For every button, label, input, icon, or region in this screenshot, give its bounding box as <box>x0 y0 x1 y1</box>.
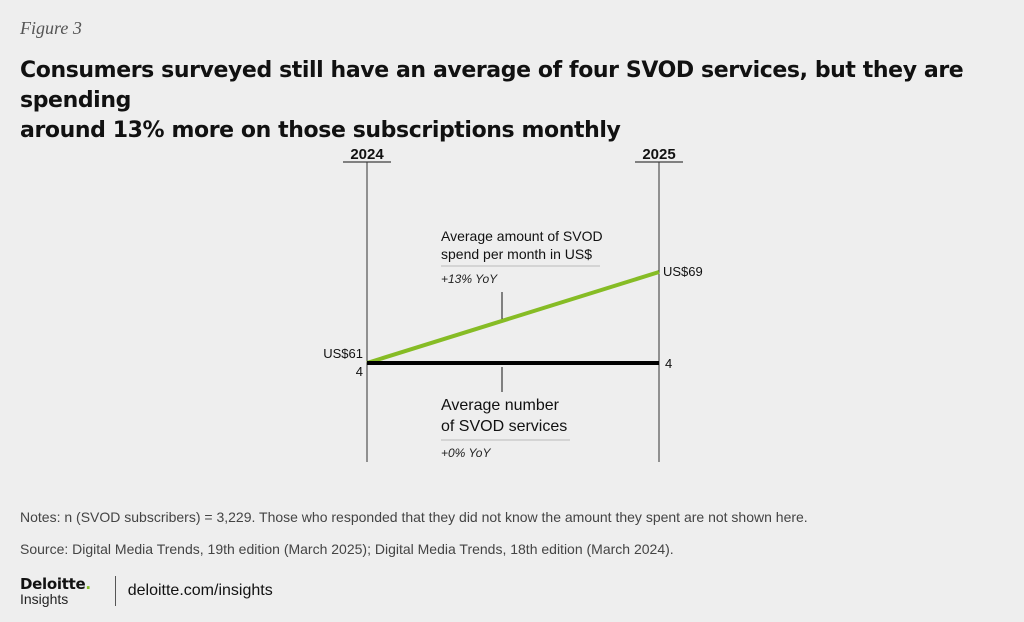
spend-annotation-line-2: spend per month in US$ <box>441 246 592 262</box>
year-label-2024: 2024 <box>350 146 384 163</box>
count-annotation-line-2: of SVOD services <box>441 418 567 435</box>
source-text: Source: Digital Media Trends, 19th editi… <box>20 541 674 557</box>
slope-chart: 2024 2025 US$61 4 US$69 4 Average amount of S… <box>323 146 703 462</box>
logo-name: Deloitte <box>20 574 86 593</box>
chart-title-line-1: Consumers surveyed still have an average… <box>20 58 964 113</box>
value-label-spend-2024: US$61 <box>323 346 363 361</box>
count-change-label: +0% YoY <box>441 446 491 460</box>
value-label-count-2024: 4 <box>356 364 363 379</box>
deloitte-insights-logo: Deloitte. Insights <box>20 574 91 607</box>
figure-label: Figure 3 <box>20 18 82 38</box>
spend-annotation-line-1: Average amount of SVOD <box>441 228 603 244</box>
notes-text: Notes: n (SVOD subscribers) = 3,229. Tho… <box>20 509 808 525</box>
series-line-svod-spend <box>366 270 660 365</box>
year-label-2025: 2025 <box>642 146 675 163</box>
chart-title-line-2: around 13% more on those subscriptions m… <box>20 118 621 143</box>
value-label-spend-2025: US$69 <box>663 264 703 279</box>
value-label-count-2025: 4 <box>665 356 672 371</box>
chart-title: Consumers surveyed still have an average… <box>20 56 980 146</box>
logo-subtitle: Insights <box>20 590 69 607</box>
logo-dot: . <box>85 574 91 593</box>
brand-divider <box>114 576 116 606</box>
insights-link[interactable]: deloitte.com/insights <box>127 582 273 599</box>
count-annotation-line-1: Average number <box>441 397 560 414</box>
spend-change-label: +13% YoY <box>441 272 498 286</box>
logo-wordmark: Deloitte. <box>20 574 91 593</box>
brand-footer: Deloitte. Insights deloitte.com/insights <box>20 574 273 608</box>
